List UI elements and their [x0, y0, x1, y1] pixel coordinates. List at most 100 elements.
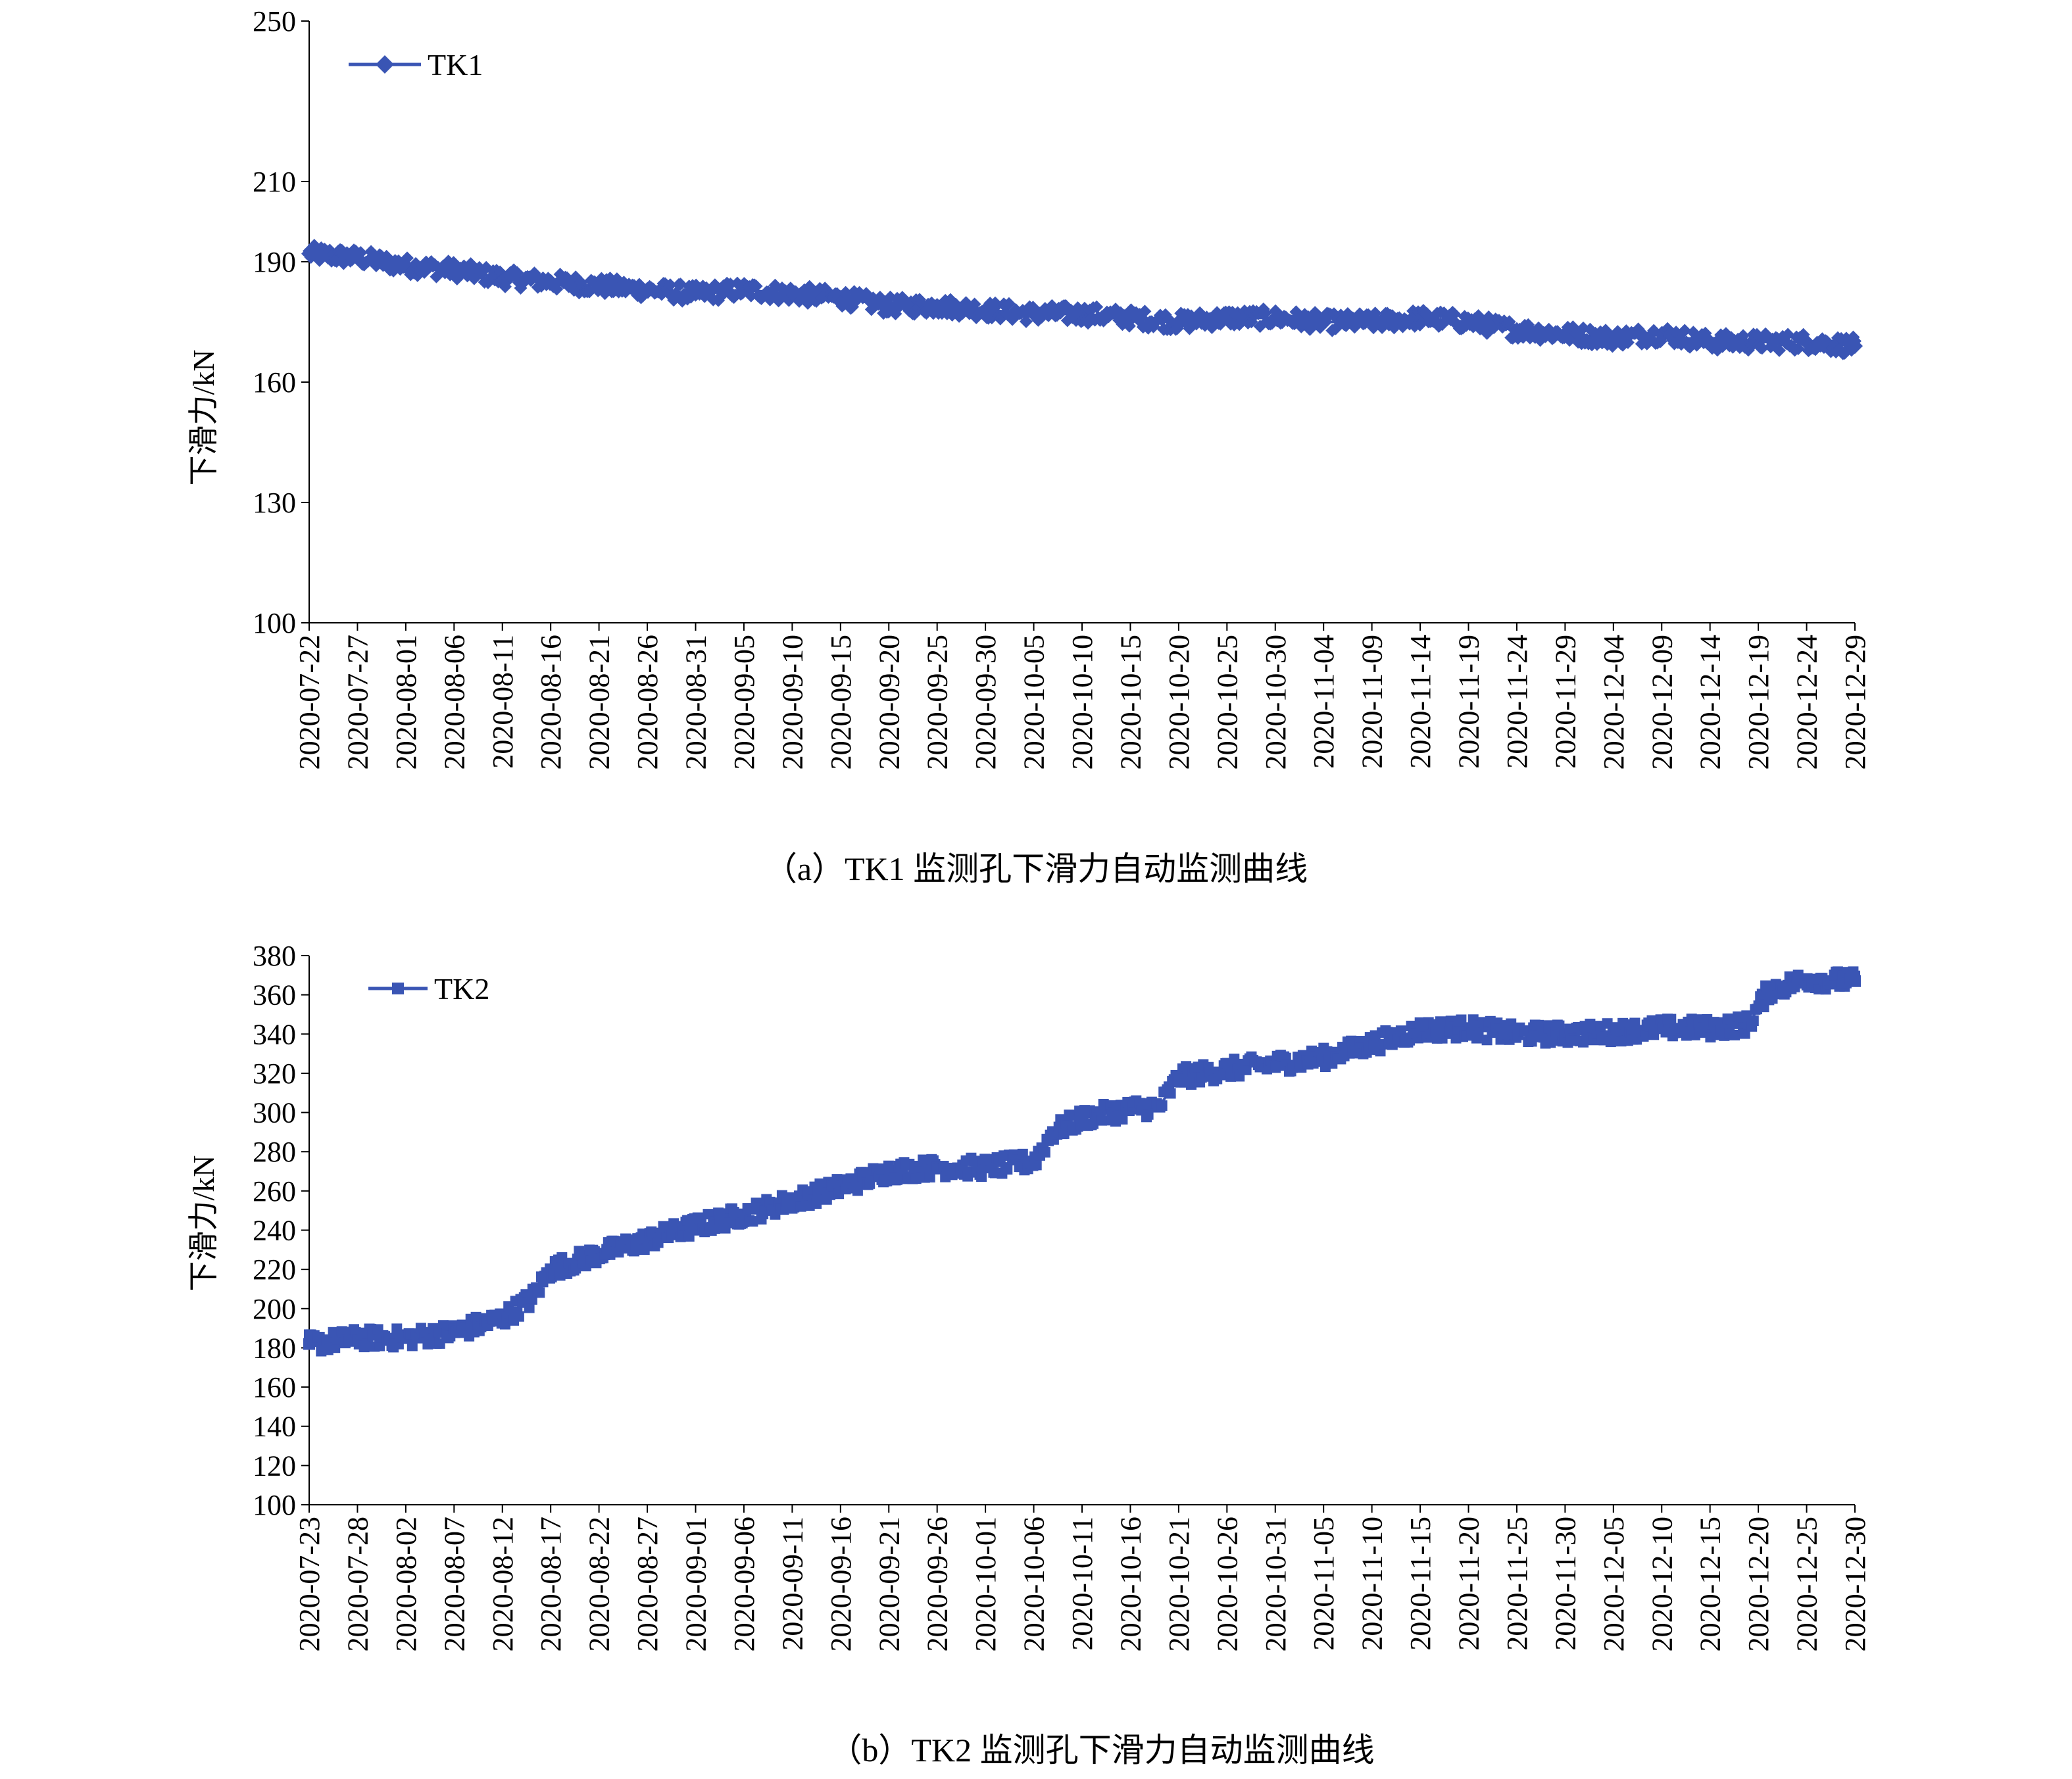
chart-b-x-tick-label: 2020-08-22 [583, 1517, 616, 1651]
chart-b-x-tick-label: 2020-09-21 [873, 1517, 905, 1651]
chart-a-x-tick-label: 2020-12-19 [1742, 635, 1775, 769]
chart-a-x-tick-label: 2020-09-15 [825, 635, 857, 769]
chart-b-sample-marker [1117, 1113, 1128, 1125]
chart-b-sample-marker [747, 1216, 758, 1227]
chart-a-x-tick-label: 2020-11-24 [1501, 635, 1533, 769]
chart-b-x-tick-label: 2020-11-30 [1549, 1517, 1581, 1651]
chart-a-x-tick-label: 2020-10-25 [1211, 635, 1243, 769]
chart-a-x-tick-label: 2020-11-04 [1308, 635, 1340, 769]
chart-b-sample-marker [1456, 1014, 1467, 1025]
chart-b-x-tick-label: 2020-12-05 [1598, 1517, 1630, 1651]
chart-a-x-tick-label: 2020-08-16 [535, 635, 567, 769]
chart-b-x-tick-label: 2020-10-11 [1066, 1517, 1098, 1651]
chart-b-y-tick-label: 240 [253, 1215, 296, 1247]
chart-b-y-tick-label: 140 [253, 1411, 296, 1443]
chart-b-x-tick-label: 2020-10-06 [1018, 1517, 1050, 1651]
chart-b-sample-marker [639, 1244, 650, 1255]
chart-a-sample-marker [401, 251, 414, 265]
chart-a-caption: （a）TK1 监测孔下滑力自动监测曲线 [764, 850, 1308, 887]
chart-b-y-tick-label: 280 [253, 1136, 296, 1168]
chart-b-x-tick-label: 2020-09-06 [728, 1517, 760, 1651]
chart-a-legend-label: TK1 [428, 48, 483, 82]
chart-b-sample-marker [1165, 1088, 1176, 1099]
chart-a-y-tick-label: 160 [253, 366, 296, 399]
chart-a-x-ticks: 2020-07-22 2020-07-27 2020-08-01 2020-08-06… [293, 623, 1871, 769]
chart-b-x-tick-label: 2020-07-23 [293, 1517, 326, 1651]
chart-a-x-tick-label: 2020-12-24 [1791, 635, 1823, 769]
chart-a-x-tick-label: 2020-12-04 [1598, 635, 1630, 769]
chart-a-x-tick-label: 2020-08-31 [680, 635, 712, 769]
chart-a-x-tick-label: 2020-11-09 [1356, 635, 1389, 769]
chart-b-y-tick-label: 340 [253, 1018, 296, 1050]
chart-a-x-tick-label: 2020-09-05 [728, 635, 760, 769]
chart-b-x-tick-label: 2020-11-15 [1404, 1517, 1437, 1651]
chart-a-sample-marker [1654, 335, 1667, 349]
chart-b-caption: （b）TK2 监测孔下滑力自动监测曲线 [829, 1732, 1374, 1768]
chart-b-sample-marker [1156, 1100, 1168, 1111]
chart-b-x-tick-label: 2020-12-15 [1694, 1517, 1727, 1651]
chart-a-sample-marker [1258, 306, 1272, 320]
chart-b-x-tick-label: 2020-10-16 [1114, 1517, 1147, 1651]
chart-b-legend: TK2 [368, 972, 489, 1006]
chart-a-sample-marker [1755, 341, 1769, 355]
chart-a-x-tick-label: 2020-11-19 [1453, 635, 1485, 769]
chart-a-x-tick-label: 2020-08-06 [438, 635, 470, 769]
chart-b-y-tick-label: 160 [253, 1371, 296, 1403]
chart-b-sample-marker [976, 1171, 987, 1182]
chart-a-x-tick-label: 2020-07-22 [293, 635, 326, 769]
chart-a-y-tick-label: 210 [253, 166, 296, 198]
chart-a-sample-marker [1090, 300, 1104, 314]
chart-b-tk2: 100 120 140 160 180 200 220 240 260 280 300 320 340 3… [187, 940, 1871, 1768]
chart-b-sample-marker [918, 1154, 929, 1165]
chart-b-x-tick-label: 2020-08-17 [535, 1517, 567, 1651]
chart-a-sample-marker [354, 246, 368, 260]
chart-a-x-tick-label: 2020-08-21 [583, 635, 616, 769]
chart-b-x-tick-label: 2020-09-01 [680, 1517, 712, 1651]
chart-a-x-tick-label: 2020-10-20 [1163, 635, 1195, 769]
chart-b-x-tick-label: 2020-10-21 [1163, 1517, 1195, 1651]
chart-a-sample-marker [1848, 334, 1862, 348]
chart-a-sample-marker [749, 280, 763, 293]
chart-b-y-tick-label: 300 [253, 1097, 296, 1129]
chart-b-x-tick-label: 2020-12-10 [1646, 1517, 1678, 1651]
chart-b-x-tick-label: 2020-11-25 [1501, 1517, 1533, 1651]
chart-a-x-tick-label: 2020-09-25 [922, 635, 954, 769]
chart-a-x-tick-label: 2020-10-10 [1066, 635, 1098, 769]
chart-b-x-tick-label: 2020-08-02 [390, 1517, 422, 1651]
chart-b-sample-marker [513, 1311, 524, 1322]
chart-a-x-tick-label: 2020-11-29 [1549, 635, 1581, 769]
chart-b-sample-marker [534, 1287, 545, 1298]
chart-b-legend-label: TK2 [434, 972, 489, 1006]
chart-b-x-tick-label: 2020-08-12 [487, 1517, 519, 1651]
chart-b-y-tick-label: 360 [253, 979, 296, 1011]
chart-b-x-tick-label: 2020-10-01 [970, 1517, 1002, 1651]
chart-a-y-ticks: 100 130 160 190 210 250 [253, 5, 309, 639]
chart-a-x-tick-label: 2020-08-01 [390, 635, 422, 769]
chart-b-series [303, 966, 1861, 1357]
chart-b-y-tick-label: 380 [253, 940, 296, 972]
chart-b-sample-marker [874, 1163, 885, 1175]
chart-a-x-tick-label: 2020-12-29 [1839, 635, 1871, 769]
chart-b-sample-marker [825, 1189, 835, 1200]
chart-b-x-tick-label: 2020-10-31 [1260, 1517, 1292, 1651]
chart-b-sample-marker [1217, 1069, 1227, 1081]
chart-a-x-tick-label: 2020-12-09 [1646, 635, 1678, 769]
chart-a-x-tick-label: 2020-10-15 [1114, 635, 1147, 769]
chart-b-x-ticks: 2020-07-23 2020-07-28 2020-08-02 2020-08-07… [293, 1505, 1871, 1651]
chart-a-sample-marker [1678, 324, 1692, 337]
chart-b-x-tick-label: 2020-11-10 [1356, 1517, 1389, 1651]
chart-a-x-tick-label: 2020-09-20 [873, 635, 905, 769]
chart-a-y-tick-label: 250 [253, 5, 296, 37]
chart-a-x-tick-label: 2020-12-14 [1694, 635, 1727, 769]
chart-b-y-tick-label: 320 [253, 1058, 296, 1090]
chart-b-x-tick-label: 2020-09-16 [825, 1517, 857, 1651]
chart-a-sample-marker [1737, 329, 1750, 343]
chart-b-sample-marker [330, 1342, 341, 1353]
chart-b-x-tick-label: 2020-07-28 [341, 1517, 374, 1651]
chart-b-x-tick-label: 2020-11-05 [1308, 1517, 1340, 1651]
chart-a-y-tick-label: 190 [253, 246, 296, 278]
chart-b-x-tick-label: 2020-12-20 [1742, 1517, 1775, 1651]
chart-a-sample-marker [663, 278, 677, 292]
